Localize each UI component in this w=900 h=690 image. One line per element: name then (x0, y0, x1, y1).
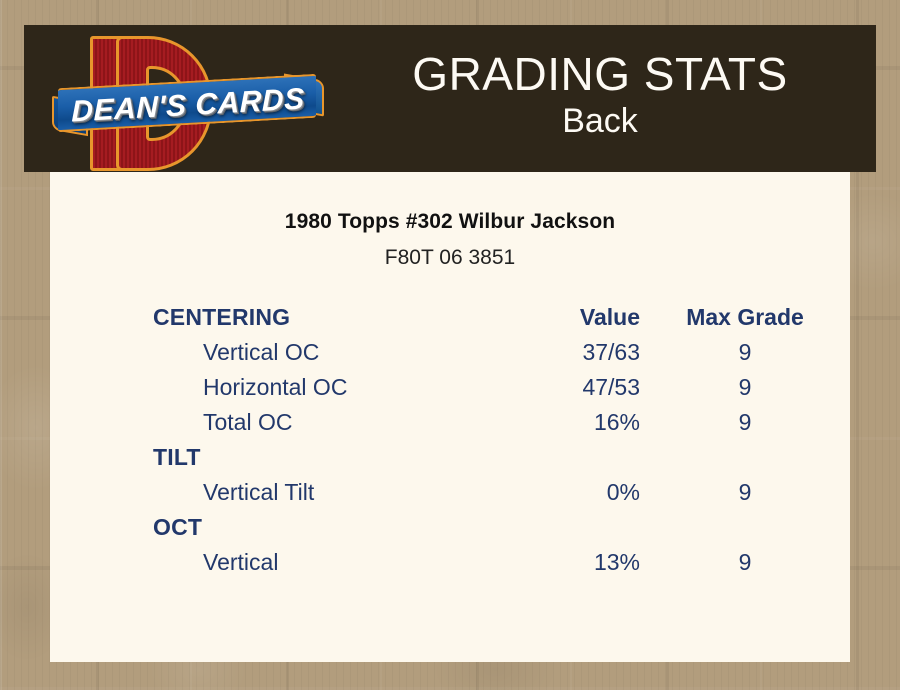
stats-row-max-grade: 9 (738, 374, 752, 400)
page-title: GRADING STATS (412, 48, 788, 101)
stats-row-max-grade: 9 (738, 339, 752, 365)
stats-row-value: 13% (593, 549, 640, 575)
stats-row-max-grade: 9 (738, 409, 752, 435)
stats-row-value: 47/53 (582, 374, 640, 400)
stats-row: Vertical 13% 9 (50, 545, 850, 580)
logo-wordmark: DEAN'S CARDS (52, 67, 324, 144)
stats-row-label: Total OC (203, 409, 293, 435)
grading-stats-table: CENTERING Value Max Grade Vertical OC 37/63 9… (50, 300, 850, 580)
logo-wordmark-text: DEAN'S CARDS (71, 82, 305, 129)
stats-row: Vertical Tilt 0% 9 (50, 475, 850, 510)
stats-column-header-value (490, 510, 640, 545)
deans-cards-logo[interactable]: DEAN'S CARDS (52, 31, 324, 172)
stats-row: Total OC 16% 9 (50, 405, 850, 440)
card-serial-number: F80T 06 3851 (384, 246, 516, 269)
stats-section-header: TILT (50, 440, 850, 475)
stats-section-name: CENTERING (153, 304, 291, 330)
page-header: DEAN'S CARDS GRADING STATS Back (24, 25, 876, 172)
stats-section-header: CENTERING Value Max Grade (50, 300, 850, 335)
stats-row-value: 37/63 (582, 339, 640, 365)
logo-ribbon: DEAN'S CARDS (52, 73, 324, 137)
stats-column-header-max-grade (640, 440, 850, 475)
stats-row-label: Vertical Tilt (203, 479, 315, 505)
page-subtitle: Back (562, 102, 638, 141)
header-title-group: GRADING STATS Back (324, 25, 876, 172)
stats-column-header-max-grade (640, 510, 850, 545)
stats-column-header-value: Value (579, 304, 640, 330)
stats-section-header: OCT (50, 510, 850, 545)
stats-row-label: Vertical (203, 549, 279, 575)
stats-section-name: TILT (153, 444, 201, 470)
stats-column-header-max-grade: Max Grade (686, 304, 804, 330)
stats-row-max-grade: 9 (738, 479, 752, 505)
stats-row-max-grade: 9 (738, 549, 752, 575)
stats-row-label: Vertical OC (203, 339, 320, 365)
content-panel: 1980 Topps #302 Wilbur Jackson F80T 06 3… (50, 172, 850, 662)
card-title: 1980 Topps #302 Wilbur Jackson (284, 210, 616, 233)
stats-row-value: 0% (606, 479, 640, 505)
stats-row-label: Horizontal OC (203, 374, 348, 400)
stats-row-value: 16% (593, 409, 640, 435)
stats-section-name: OCT (153, 514, 203, 540)
stats-row: Horizontal OC 47/53 9 (50, 370, 850, 405)
stats-column-header-value (490, 440, 640, 475)
stats-row: Vertical OC 37/63 9 (50, 335, 850, 370)
